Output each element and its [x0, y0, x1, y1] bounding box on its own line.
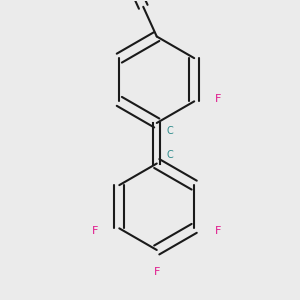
Text: F: F: [215, 226, 222, 236]
Text: F: F: [92, 226, 98, 236]
Text: F: F: [215, 94, 222, 104]
Text: F: F: [154, 267, 160, 277]
Text: C: C: [166, 126, 173, 136]
Text: C: C: [166, 150, 173, 161]
